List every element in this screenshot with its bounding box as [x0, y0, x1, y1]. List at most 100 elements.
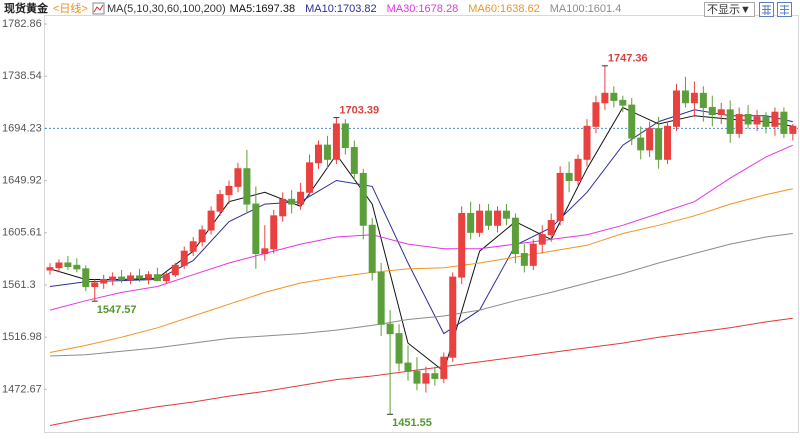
candle-body — [690, 92, 698, 104]
candle-body — [243, 168, 251, 205]
candle-body — [261, 248, 269, 255]
candle-body — [55, 262, 63, 269]
candle-body — [395, 333, 403, 364]
candle-body — [771, 111, 779, 127]
plot-frame — [44, 15, 799, 433]
candle-body — [359, 172, 367, 226]
candle-body — [207, 210, 215, 231]
ma-line — [49, 144, 794, 311]
candle-body — [198, 229, 206, 243]
candle-body — [789, 125, 797, 134]
ma-line — [49, 233, 793, 357]
y-tick-label: 1472.67 — [2, 383, 42, 395]
y-tick-label: 1561.3 — [2, 279, 36, 291]
candle-body — [118, 276, 126, 280]
low-annotation: 1547.57 — [97, 304, 137, 316]
candle-body — [529, 243, 537, 266]
candle-body — [664, 125, 672, 160]
candle-body — [619, 99, 627, 106]
candle-body — [637, 137, 645, 151]
candle-body — [431, 373, 439, 379]
candle-body — [673, 90, 680, 127]
candle-body — [234, 168, 242, 187]
grid-icon[interactable] — [759, 2, 774, 17]
candle-body — [315, 144, 322, 164]
candle-body — [323, 144, 331, 160]
candle-body — [422, 373, 430, 384]
candle-body — [279, 198, 287, 217]
candle-body — [628, 104, 636, 139]
candle-body — [368, 224, 376, 273]
candle-body — [100, 278, 108, 284]
candle-body — [520, 253, 528, 266]
high-annotation: 1703.39 — [339, 105, 379, 117]
candle-body — [592, 102, 600, 127]
candle-body — [377, 271, 385, 325]
candle-body — [744, 114, 752, 125]
candle-body — [511, 217, 519, 255]
candle-body — [762, 116, 770, 127]
candle-body — [216, 194, 224, 212]
candle-body — [404, 362, 412, 372]
period: <日线> — [53, 1, 88, 15]
candle-body — [485, 210, 493, 226]
y-tick-label: 1738.54 — [2, 70, 42, 82]
ma-line — [49, 188, 793, 353]
candle-body — [583, 125, 591, 160]
candle-body — [753, 116, 761, 125]
y-tick-label: 1516.98 — [2, 331, 42, 343]
candle-body — [171, 264, 179, 276]
symbol: 现货黄金 — [4, 1, 49, 15]
candle-body — [252, 203, 260, 255]
toggle-box[interactable] — [704, 2, 755, 17]
legend: MA5:1697.38 MA10:1703.82 MA30:1678.28 MA60:… — [230, 3, 622, 15]
candle-body — [655, 128, 663, 160]
candle-body — [225, 185, 233, 196]
legend-entry: MA100:1601.4 — [550, 3, 622, 15]
table-icon[interactable] — [777, 2, 792, 17]
candle-body — [726, 109, 734, 134]
ma-label: MA(5,10,30,60,100,200) — [107, 3, 226, 15]
candle-body — [449, 276, 457, 358]
ma-icon — [92, 2, 105, 15]
candle-body — [467, 212, 475, 233]
candle-body — [780, 111, 788, 134]
candle-body — [574, 158, 582, 182]
candle-body — [717, 109, 725, 116]
candle-body — [538, 234, 546, 245]
display-toggle[interactable]: 不显示▼ — [707, 3, 751, 16]
candle-body — [144, 274, 152, 279]
candle-body — [476, 210, 484, 233]
candle-body — [502, 210, 510, 219]
candle-body — [681, 90, 689, 104]
legend-entry: MA30:1678.28 — [387, 3, 459, 15]
candle-body — [109, 276, 117, 280]
legend-entry: MA5:1697.38 — [230, 3, 295, 15]
candle-body — [162, 274, 170, 282]
candle-body — [646, 128, 654, 151]
candle-body — [127, 275, 135, 280]
candle-body — [288, 198, 296, 205]
candle-body — [82, 268, 90, 288]
legend-entry: MA10:1703.82 — [305, 3, 377, 15]
candle-body — [610, 92, 618, 101]
candle-body — [306, 162, 314, 193]
candle-body — [153, 274, 161, 282]
y-tick-label: 1694.23 — [2, 122, 42, 134]
candle-body — [547, 220, 555, 236]
high-annotation: 1747.36 — [608, 53, 648, 65]
candle-body — [386, 323, 394, 335]
candle-body — [180, 250, 188, 266]
y-tick-label: 1649.92 — [2, 175, 42, 187]
candle-body — [708, 106, 716, 116]
candle-body — [735, 114, 743, 134]
candle-body — [565, 172, 573, 182]
candle-body — [73, 264, 81, 270]
candle-body — [458, 212, 466, 278]
candle-body — [332, 123, 340, 160]
candle-body — [699, 92, 707, 108]
candle-body — [189, 241, 197, 252]
candle-body — [91, 282, 99, 288]
